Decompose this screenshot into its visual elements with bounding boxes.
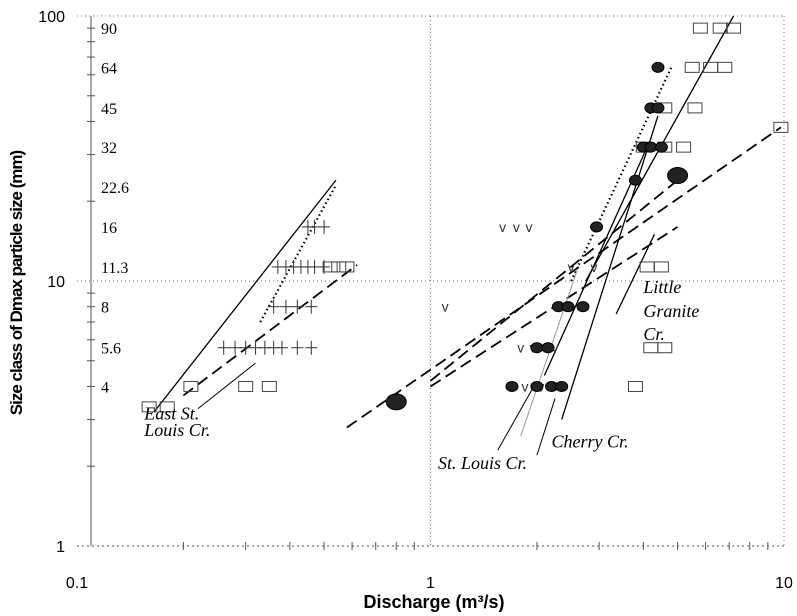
size-class-label: 4 [101,379,109,396]
data-point-plus [291,340,304,355]
data-point-plus [267,299,280,314]
data-point-plus [305,340,318,355]
data-point-v: v [526,219,533,235]
data-point-circle [628,174,642,186]
data-point-square [726,22,742,34]
data-point-plus [229,340,242,355]
annotation-label: Little [642,277,681,297]
x-tick-label: 1 [426,575,435,592]
size-class-label: 45 [101,101,117,118]
data-point-square [627,380,643,392]
x-tick-label: 0.1 [66,575,88,592]
data-point-square [687,102,703,114]
data-point-circle [541,342,555,354]
data-point-square [692,22,708,34]
data-point-circle [576,301,590,313]
size-class-label: 90 [101,21,117,38]
fit-line [182,264,358,397]
annotation-label: Cr. [643,324,665,344]
axes-layer [87,16,769,550]
size-class-label: 32 [101,140,117,157]
data-point-circle [530,342,544,354]
annotation-label: East St. [143,404,199,424]
data-point-square [141,401,157,413]
data-point-square [322,261,338,273]
data-point-circle [667,167,689,185]
data-point-square [339,261,355,273]
data-point-circle [651,102,665,114]
data-point-circle [654,141,668,153]
data-point-square [183,380,199,392]
grid-layer [77,15,785,547]
data-point-square [712,22,728,34]
data-point-v: v [568,259,575,275]
data-point-v: v [521,378,528,394]
data-point-circle [561,301,575,313]
data-point-plus [279,299,292,314]
y-tick-label: 100 [38,9,65,26]
size-class-label: 11.3 [101,260,128,277]
data-point-plus [217,340,230,355]
x-axis-title: Discharge (m³/s) [363,592,504,612]
labels-layer: 0.1 1 10 1 10 100 4 5.6 8 11.3 16 22.6 32 45 64 90 East … [38,9,793,592]
size-class-label: 16 [101,220,117,237]
data-point-v: v [499,219,506,235]
data-point-circle [505,380,519,392]
data-point-plus [291,299,304,314]
annotation-leader [497,380,538,451]
data-point-circle [555,380,569,392]
y-tick-label: 10 [47,274,65,291]
fit-line [153,179,337,413]
annotation-label: Granite [643,301,699,321]
data-point-square [159,401,175,413]
fit-line [543,146,648,376]
data-point-plus [305,299,318,314]
data-point-circle [590,221,604,233]
size-class-label: 5.6 [101,341,121,358]
data-point-square [684,61,700,73]
data-point-square [657,342,673,354]
y-axis-title: Size class of Dmax particle size (mm) [7,150,26,415]
annotation-label: Louis Cr. [143,420,210,440]
annotation-label: Cherry Cr. [552,432,629,452]
data-point-circle [530,380,544,392]
annotation-leader [536,398,556,456]
data-point-circle [651,61,665,73]
data-point-v: v [590,259,597,275]
fit-line [346,126,782,429]
size-class-label: 8 [101,300,109,317]
annotation-label: St. Louis Cr. [438,453,527,473]
points-layer: vvvvvvvvvvvv [141,22,789,413]
y-tick-label: 1 [56,539,65,556]
data-point-square [238,380,254,392]
x-tick-label: 10 [775,575,793,592]
fit-line [570,66,673,282]
data-point-plus [318,219,331,234]
annotation-leader [197,362,256,409]
size-class-label: 22.6 [101,180,129,197]
data-point-v: v [517,340,524,356]
data-point-square [331,261,347,273]
data-point-square [717,61,733,73]
data-point-v: v [513,219,520,235]
data-point-plus [275,340,288,355]
data-point-square [261,380,277,392]
data-point-square [773,121,789,133]
fit-line [615,234,656,315]
data-point-square [676,141,692,153]
data-point-square [653,261,669,273]
data-point-v: v [442,299,449,315]
size-class-label: 64 [101,60,117,77]
data-point-v: v [551,340,558,356]
fit-line [561,115,659,420]
data-point-circle [385,393,407,411]
